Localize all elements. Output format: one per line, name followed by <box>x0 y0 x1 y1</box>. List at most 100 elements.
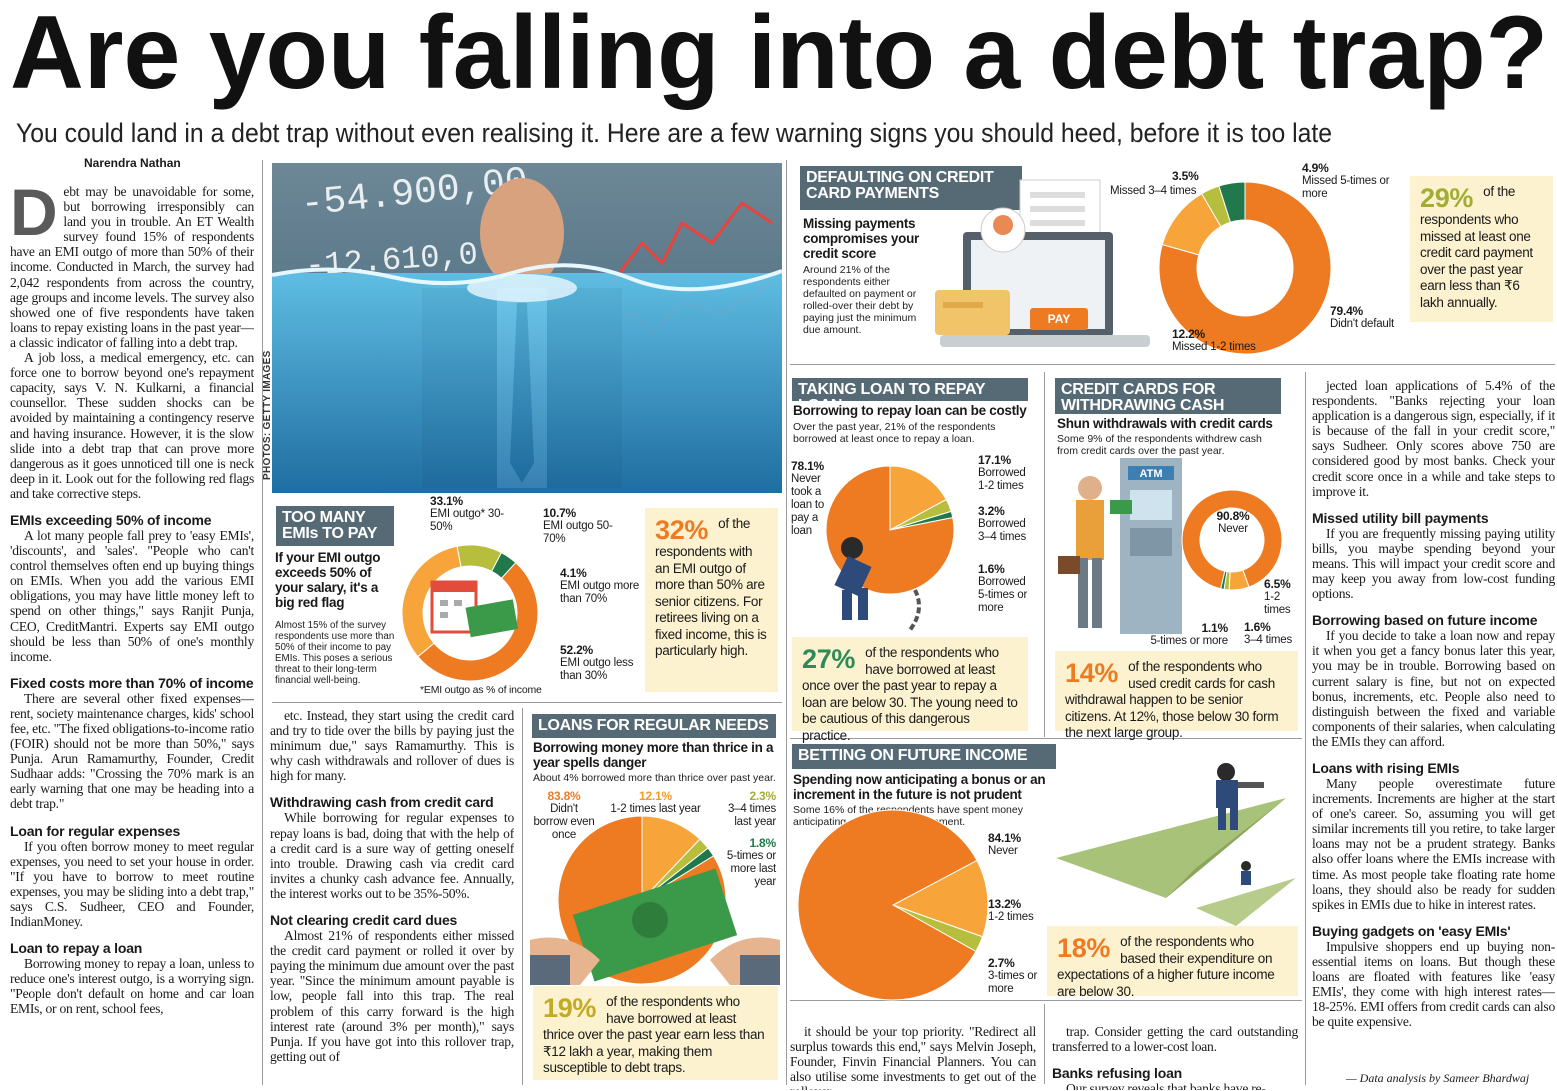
stat-figure: 27% <box>802 644 856 674</box>
box-header: BETTING ON FUTURE INCOME <box>792 744 1056 769</box>
donut-chart <box>1158 181 1332 355</box>
paragraph: it should be your top priority. "Redirec… <box>790 1024 1036 1090</box>
stat-text: of the respondents with an EMI outgo of … <box>655 516 767 658</box>
headline: Are you falling into a debt trap? <box>10 0 1548 111</box>
box-text: Almost 15% of the survey respondents use… <box>275 620 395 686</box>
stat-box: 14% of the respondents who used credit ca… <box>1055 651 1298 740</box>
slice-name: 5-times or more last year <box>726 850 776 888</box>
masthead: Are you falling into a debt trap? You co… <box>10 0 1548 148</box>
slice-value: 33.1% <box>430 494 464 508</box>
box-text: Some 9% of the respondents withdrew cash… <box>1057 433 1262 457</box>
pie-slice <box>1181 489 1283 590</box>
donut-chart <box>401 544 539 682</box>
plane-illustration <box>1056 763 1296 926</box>
slice-name: 5-times or more <box>1150 635 1228 647</box>
slice-value: 12.1% <box>638 789 673 803</box>
stat-text: of the respondents who based their expen… <box>1057 934 1275 999</box>
slice-value: 1.1% <box>1201 621 1228 635</box>
slice-value: 1.8% <box>749 836 776 850</box>
section-heading: Banks refusing loan <box>1052 1065 1183 1082</box>
section-heading: Missed utility bill payments <box>1312 509 1489 526</box>
slice-name: Didn't default <box>1330 318 1394 330</box>
box-header: CREDIT CARDS FOR WITHDRAWING CASH <box>1055 378 1281 414</box>
stat-figure: 18% <box>1057 933 1111 963</box>
article-column: etc. Instead, they start using the credi… <box>270 708 514 1088</box>
slice-name: Borrowed 5-times or more <box>978 576 1028 614</box>
stat-text: of the respondents who have borrowed at … <box>802 645 1018 743</box>
section-heading: Fixed costs more than 70% of income <box>10 674 254 691</box>
paragraph: Impulsive shoppers end up buying non-ess… <box>1312 938 1555 1030</box>
atm-sign: ATM <box>1139 468 1162 480</box>
paragraph: Our survey reveals that banks have re- <box>1066 1081 1266 1090</box>
section-heading: Loan for regular expenses <box>10 822 181 839</box>
slice-value: 10.7% <box>543 506 577 520</box>
slice-name: EMI outgo more than 70% <box>560 580 640 605</box>
rule <box>790 1000 1302 1001</box>
slice-name: 1-2 times last year <box>610 803 701 815</box>
stat-text: of the respondents who have borrowed at … <box>543 994 765 1075</box>
box-text: About 4% borrowed more than thrice over … <box>533 772 776 784</box>
pie-slice <box>891 859 989 938</box>
stat-box: 18% of the respondents who based their ex… <box>1047 926 1298 999</box>
box-header: LOANS FOR REGULAR NEEDS <box>532 714 776 738</box>
photo: -54.900,00 -12.610,0 <box>271 160 783 493</box>
section-heading: Withdrawing cash from credit card <box>270 794 494 811</box>
stat-figure: 14% <box>1065 658 1119 688</box>
slice-value: 83.8% <box>547 789 581 803</box>
paragraph: If you decide to take a loan now and rep… <box>1312 628 1555 749</box>
pie-slice <box>797 809 978 1001</box>
slice-name: 3–4 times last year <box>727 803 776 828</box>
slice-name: Missed 3–4 times <box>1110 185 1197 197</box>
box-text: Around 21% of the respondents either def… <box>803 264 917 336</box>
box-subhead: If your EMI outgo exceeds 50% of your sa… <box>275 550 381 610</box>
slice-name: Missed 5-times or more <box>1302 175 1390 200</box>
slice-name: 1-2 times <box>1264 591 1291 616</box>
rule <box>1044 372 1045 737</box>
pie-slice <box>1158 181 1332 355</box>
slice-name: EMI outgo 50-70% <box>543 520 613 545</box>
rule <box>522 708 523 1085</box>
slice-value: 79.4% <box>1330 304 1364 318</box>
rule <box>790 364 1555 365</box>
paragraph: While borrowing for regular expenses to … <box>270 810 514 901</box>
slice-name: Didn't borrow even once <box>533 803 595 841</box>
box-header: TAKING LOAN TO REPAY LOAN <box>792 378 1028 414</box>
byline: Narendra Nathan <box>84 156 181 170</box>
stat-text: of the respondents who missed at least o… <box>1420 184 1533 310</box>
article-column: it should be your top priority. "Redirec… <box>790 1024 1036 1090</box>
paragraph: If you are frequently missing paying uti… <box>1312 525 1555 602</box>
slice-value: 4.9% <box>1302 161 1329 175</box>
box-subhead: Spending now anticipating a bonus or an … <box>793 772 1046 802</box>
stat-figure: 19% <box>543 993 597 1023</box>
slice-value: 3.5% <box>1172 169 1199 183</box>
slice-name: Borrowed 3–4 times <box>978 518 1027 543</box>
stat-box: 29% of the respondents who missed at leas… <box>1410 176 1553 322</box>
money-illustration <box>530 868 780 985</box>
analysis-credit: — Data analysis by Sameer Bhardwaj <box>1346 1071 1530 1085</box>
pay-button: PAY <box>1048 312 1071 326</box>
section-heading: Borrowing based on future income <box>1312 612 1538 629</box>
section-heading: Loan to repay a loan <box>10 940 143 957</box>
article-column: jected loan applications of 5.4% of the … <box>1312 378 1555 1072</box>
stat-figure: 29% <box>1420 183 1474 213</box>
article-column: Debt may be unavoidable for some, but bo… <box>10 184 254 1088</box>
paragraph: jected loan applications of 5.4% of the … <box>1312 378 1555 499</box>
slice-value: 4.1% <box>560 566 587 580</box>
section-heading: Buying gadgets on 'easy EMIs' <box>1312 922 1511 939</box>
box-header: TOO MANY EMIs TO PAY <box>276 506 394 546</box>
box-header: DEFAULTING ON CREDIT CARD PAYMENTS <box>800 166 1022 210</box>
slice-name: EMI outgo* 30-50% <box>430 508 504 533</box>
paragraph: etc. Instead, they start using the credi… <box>270 708 514 784</box>
slice-name: Never took a loan to pay a loan <box>791 473 825 537</box>
slice-value: 52.2% <box>560 643 594 657</box>
stat-figure: 32% <box>655 515 709 545</box>
slice-name: EMI outgo less than 30% <box>560 657 634 682</box>
slice-value: 84.1% <box>988 831 1022 845</box>
slice-value: 12.2% <box>1172 327 1206 341</box>
subtitle: You could land in a debt trap without ev… <box>16 118 1332 148</box>
man-illustration <box>834 537 921 632</box>
paragraph: trap. Consider getting the card outstand… <box>1052 1024 1298 1055</box>
article-column: trap. Consider getting the card outstand… <box>1052 1024 1298 1090</box>
rule <box>786 160 787 1085</box>
slice-name: Never <box>988 845 1018 857</box>
